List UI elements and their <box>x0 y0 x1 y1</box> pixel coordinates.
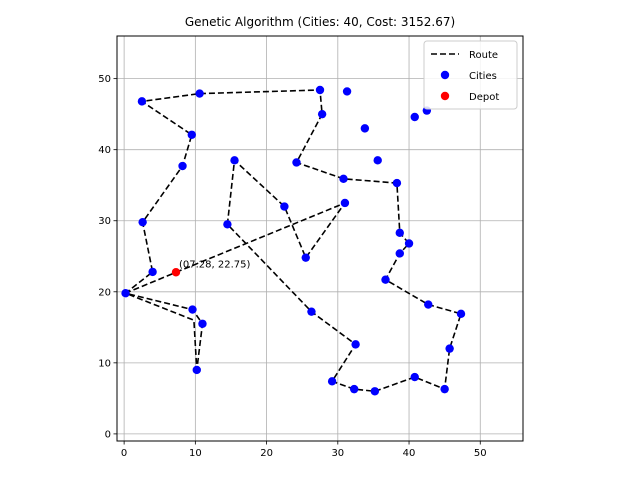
city-point <box>445 344 454 353</box>
x-tick-label: 10 <box>189 448 202 459</box>
x-tick-label: 40 <box>403 448 416 459</box>
city-point <box>395 249 404 258</box>
city-point <box>340 198 350 208</box>
city-point <box>410 372 419 382</box>
legend-label: Depot <box>469 92 499 103</box>
city-point <box>410 112 419 122</box>
depot-label: (07.28, 22.75) <box>179 259 251 270</box>
y-tick-label: 40 <box>98 145 111 156</box>
y-tick-label: 10 <box>98 358 111 369</box>
city-point <box>195 89 204 98</box>
city-point <box>301 253 310 262</box>
city-point <box>188 305 197 314</box>
city-point <box>370 387 380 396</box>
city-point <box>392 178 402 188</box>
city-point <box>138 217 147 227</box>
x-tick-label: 50 <box>474 448 487 459</box>
city-point <box>404 239 414 248</box>
x-tick-label: 20 <box>260 448 273 459</box>
city-point <box>307 307 316 316</box>
depot-point: (07.28, 22.75) <box>171 259 251 277</box>
city-point <box>192 365 201 375</box>
y-tick-label: 30 <box>98 216 111 227</box>
route-path <box>123 89 463 393</box>
legend-label: Route <box>469 50 498 61</box>
city-point <box>315 85 325 95</box>
city-point <box>317 109 327 119</box>
city-point <box>187 130 196 139</box>
legend: Route Cities Depot <box>423 40 518 110</box>
y-tick-label: 20 <box>98 287 111 298</box>
city-point <box>342 87 352 96</box>
city-point <box>381 275 390 284</box>
city-point <box>178 161 187 171</box>
city-point <box>360 124 370 133</box>
legend-label: Cities <box>469 71 497 82</box>
city-point <box>230 156 239 165</box>
city-point <box>148 267 157 277</box>
city-point <box>292 158 301 167</box>
city-point <box>424 300 433 309</box>
city-point <box>137 97 147 106</box>
axis-ticks: 0 10 20 30 40 50 0 10 20 30 40 50 <box>98 74 486 459</box>
city-point <box>440 384 449 394</box>
chart-title: Genetic Algorithm (Cities: 40, Cost: 315… <box>185 15 455 29</box>
city-point <box>198 319 207 328</box>
depot-marker <box>171 268 181 277</box>
city-point <box>456 309 466 319</box>
y-tick-label: 50 <box>98 74 111 85</box>
city-point <box>121 289 130 298</box>
legend-box <box>423 40 518 110</box>
city-point <box>223 220 232 229</box>
city-point <box>349 384 359 394</box>
legend-marker-swatch <box>440 70 450 80</box>
legend-marker-swatch <box>440 91 450 101</box>
city-point <box>395 228 404 238</box>
city-point <box>351 340 360 349</box>
route-line <box>123 89 463 393</box>
city-point <box>327 377 337 386</box>
y-tick-label: 0 <box>105 429 111 440</box>
city-point <box>373 156 382 165</box>
x-tick-label: 0 <box>121 448 127 459</box>
city-point <box>339 174 348 184</box>
city-point <box>280 202 289 211</box>
plot-frame <box>116 35 524 442</box>
x-tick-label: 30 <box>331 448 344 459</box>
